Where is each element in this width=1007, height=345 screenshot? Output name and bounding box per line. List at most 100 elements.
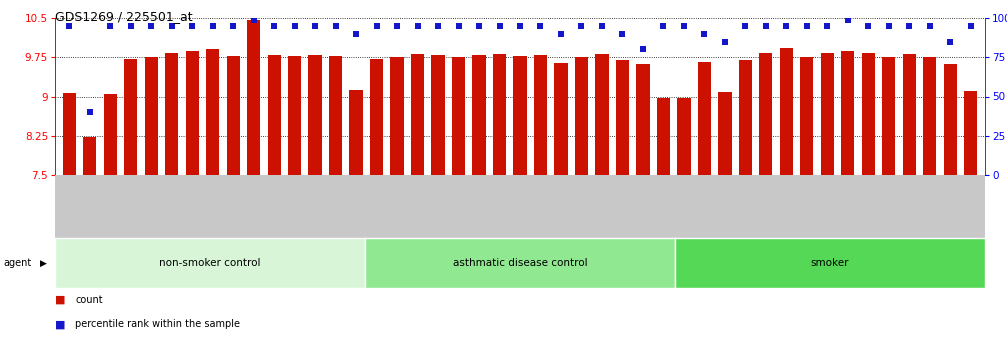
Bar: [452, 57, 465, 175]
Point: [573, 23, 589, 29]
Bar: [944, 63, 957, 175]
Bar: [185, 51, 199, 175]
Point: [123, 23, 139, 29]
Bar: [841, 51, 854, 175]
Bar: [821, 52, 834, 175]
Bar: [247, 20, 261, 175]
Point: [943, 39, 959, 44]
Bar: [391, 57, 404, 175]
Point: [757, 23, 773, 29]
Point: [799, 23, 815, 29]
Bar: [492, 53, 507, 175]
Point: [103, 23, 119, 29]
Bar: [329, 56, 342, 175]
Bar: [370, 59, 384, 175]
Bar: [862, 53, 875, 175]
Bar: [62, 93, 76, 175]
Point: [204, 23, 221, 29]
Bar: [923, 57, 937, 175]
Point: [61, 23, 78, 29]
Bar: [964, 91, 978, 175]
Point: [410, 23, 426, 29]
Point: [594, 23, 610, 29]
Point: [143, 23, 159, 29]
Point: [737, 23, 753, 29]
Bar: [718, 92, 731, 175]
Bar: [124, 59, 137, 175]
Point: [778, 23, 795, 29]
Bar: [411, 54, 424, 175]
Bar: [84, 137, 97, 175]
Bar: [514, 56, 527, 175]
Point: [696, 31, 712, 37]
Point: [860, 23, 876, 29]
Point: [348, 31, 365, 37]
Point: [533, 23, 549, 29]
Bar: [615, 60, 629, 175]
Point: [881, 23, 897, 29]
Point: [840, 17, 856, 22]
Bar: [595, 53, 608, 175]
Point: [656, 23, 672, 29]
Bar: [739, 60, 752, 175]
Point: [450, 23, 466, 29]
Bar: [759, 52, 772, 175]
Bar: [165, 52, 178, 175]
Bar: [698, 62, 711, 175]
Point: [184, 23, 200, 29]
Text: GDS1269 / 225501_at: GDS1269 / 225501_at: [55, 10, 192, 23]
Bar: [145, 57, 158, 175]
Point: [634, 47, 651, 52]
Point: [512, 23, 528, 29]
Point: [266, 23, 282, 29]
Point: [226, 23, 242, 29]
Text: non-smoker control: non-smoker control: [159, 258, 261, 268]
Bar: [268, 55, 281, 175]
Point: [820, 23, 836, 29]
Bar: [288, 56, 301, 175]
Bar: [349, 90, 363, 175]
Bar: [206, 49, 220, 175]
Bar: [534, 55, 547, 175]
Bar: [308, 55, 322, 175]
Point: [246, 17, 262, 22]
Text: asthmatic disease control: asthmatic disease control: [453, 258, 587, 268]
Point: [287, 23, 303, 29]
Text: percentile rank within the sample: percentile rank within the sample: [76, 319, 240, 329]
Text: ▶: ▶: [40, 258, 47, 267]
Text: ■: ■: [55, 319, 65, 329]
Point: [901, 23, 917, 29]
Bar: [657, 98, 670, 175]
Point: [614, 31, 630, 37]
Text: agent: agent: [3, 258, 31, 268]
Point: [430, 23, 446, 29]
Bar: [554, 63, 568, 175]
Bar: [227, 56, 240, 175]
Text: count: count: [76, 295, 103, 305]
Bar: [779, 48, 793, 175]
Bar: [575, 57, 588, 175]
Bar: [882, 57, 895, 175]
Point: [369, 23, 385, 29]
Point: [921, 23, 938, 29]
Bar: [636, 64, 650, 175]
Point: [389, 23, 405, 29]
Point: [553, 31, 569, 37]
Bar: [678, 98, 691, 175]
Bar: [104, 95, 117, 175]
Point: [82, 109, 98, 115]
Text: smoker: smoker: [811, 258, 849, 268]
Bar: [801, 57, 814, 175]
Bar: [431, 55, 445, 175]
Bar: [472, 55, 485, 175]
Text: ■: ■: [55, 295, 65, 305]
Point: [164, 23, 180, 29]
Point: [307, 23, 323, 29]
Point: [327, 23, 343, 29]
Point: [471, 23, 487, 29]
Bar: [902, 53, 915, 175]
Point: [491, 23, 508, 29]
Point: [963, 23, 979, 29]
Point: [676, 23, 692, 29]
Point: [717, 39, 733, 44]
